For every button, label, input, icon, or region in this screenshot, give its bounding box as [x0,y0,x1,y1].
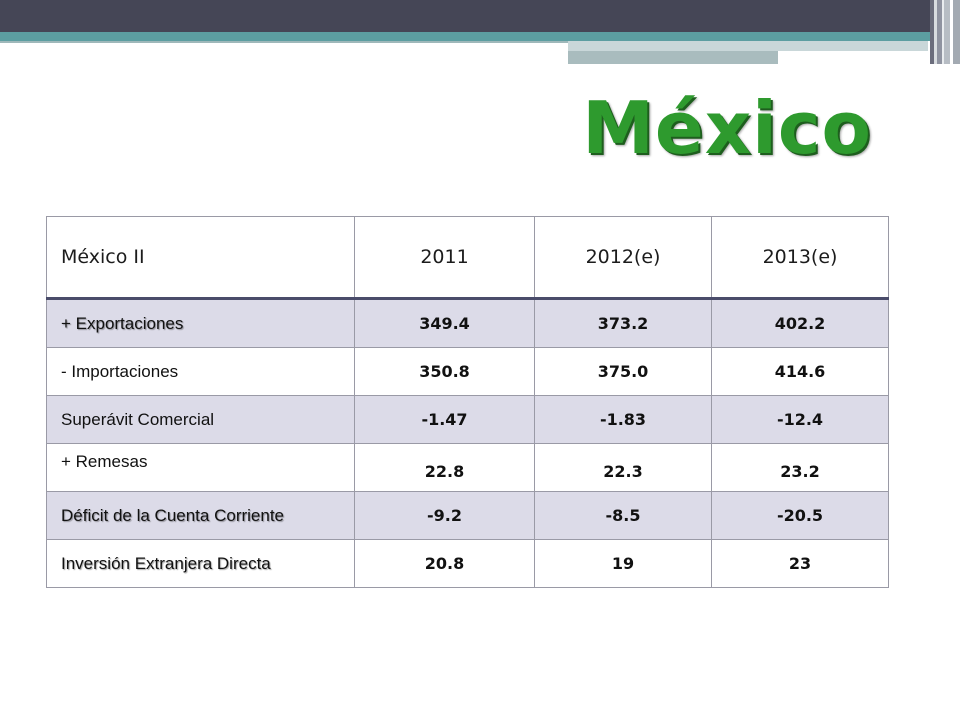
header-year-2013: 2013(e) [711,216,889,300]
cell-value: -9.2 [354,491,535,540]
cell-value: 22.8 [354,443,535,492]
table-row-exportaciones: + Exportaciones 349.4 373.2 402.2 [46,298,889,348]
cell-value: 20.8 [354,539,535,588]
table-row-remesas: + Remesas 22.8 22.3 23.2 [46,443,889,492]
economic-indicators-table: México II 2011 2012(e) 2013(e) + Exporta… [46,216,889,588]
table-row-inversion: Inversión Extranjera Directa 20.8 19 23 [46,539,889,588]
cell-value: 22.3 [534,443,712,492]
cell-value: -8.5 [534,491,712,540]
cell-value: -1.83 [534,395,712,444]
slide-title: México [582,86,872,170]
cell-value: 375.0 [534,347,712,396]
table-row-importaciones: - Importaciones 350.8 375.0 414.6 [46,347,889,396]
row-label: Superávit Comercial [46,395,355,444]
row-label: Déficit de la Cuenta Corriente [46,491,355,540]
cell-value: -12.4 [711,395,889,444]
row-label: - Importaciones [46,347,355,396]
accent-stripe-light [568,41,928,51]
table-header-row: México II 2011 2012(e) 2013(e) [46,216,889,300]
table-row-deficit: Déficit de la Cuenta Corriente -9.2 -8.5… [46,491,889,540]
row-label: Inversión Extranjera Directa [46,539,355,588]
header-label-column: México II [46,216,355,300]
cell-value: -1.47 [354,395,535,444]
cell-value: 373.2 [534,298,712,348]
accent-line [0,41,568,43]
row-label: + Exportaciones [46,298,355,348]
cell-value: 23 [711,539,889,588]
teal-accent-stripe [0,32,930,41]
header-year-2012: 2012(e) [534,216,712,300]
cell-value: 350.8 [354,347,535,396]
header-year-2011: 2011 [354,216,535,300]
cell-value: -20.5 [711,491,889,540]
row-label: + Remesas [46,443,355,492]
cell-value: 23.2 [711,443,889,492]
cell-value: 402.2 [711,298,889,348]
accent-stripe-mid [568,51,778,64]
cell-value: 19 [534,539,712,588]
cell-value: 349.4 [354,298,535,348]
cell-value: 414.6 [711,347,889,396]
corner-bars-decoration [930,0,960,64]
top-banner [0,0,960,32]
table-row-superavit: Superávit Comercial -1.47 -1.83 -12.4 [46,395,889,444]
